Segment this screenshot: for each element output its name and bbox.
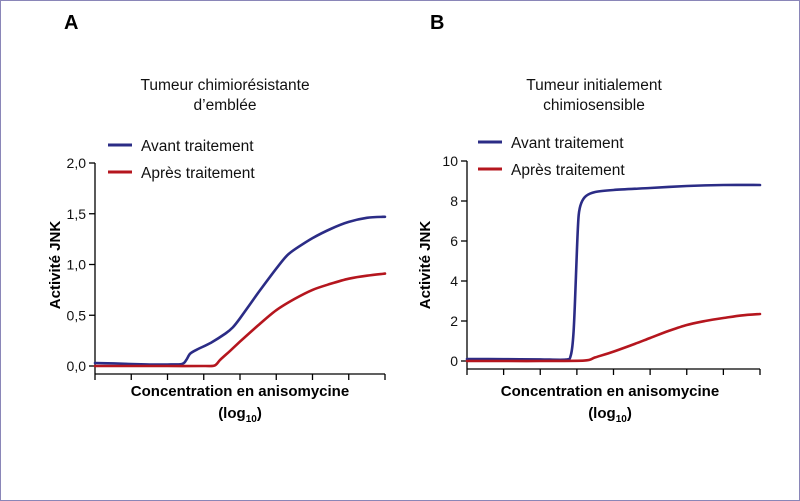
panel-b-y-tick-label: 6 <box>450 233 458 249</box>
panel-a-legend: Avant traitement Après traitement <box>108 138 255 182</box>
panel-b-title-line-2: chimiosensible <box>543 97 645 114</box>
panel-b-y-tick-label: 8 <box>450 193 458 209</box>
panel-letter-a: A <box>64 12 78 34</box>
panel-b-legend-label-apres: Après traitement <box>511 162 625 179</box>
panel-b-series-apres-line <box>465 312 762 363</box>
panel-a-y-tick-label: 0,0 <box>67 358 87 374</box>
panel-a-y-tick-label: 1,0 <box>67 257 87 273</box>
panel-b-y-tick-label: 4 <box>450 273 458 289</box>
panel-a-title-line-1: Tumeur chimiorésistante <box>140 77 309 94</box>
panel-a-y-axis-title: Activité JNK <box>47 221 64 310</box>
panel-a-x-axis-log: (log <box>218 405 246 422</box>
panel-a-y-tick-label: 1,5 <box>67 206 87 222</box>
panel-a-x-axis-title-line-1: Concentration en anisomycine <box>131 383 349 400</box>
panel-b-y-tick-label: 10 <box>442 153 458 169</box>
panel-a-legend-label-avant: Avant traitement <box>141 138 254 155</box>
panel-b-legend-label-avant: Avant traitement <box>511 135 624 152</box>
panel-b-x-axis-title-line-2: (log10) <box>588 405 632 425</box>
panel-b-x-axis-title-line-1: Concentration en anisomycine <box>501 383 719 400</box>
panel-a-title-line-2: d’emblée <box>194 97 257 114</box>
panel-a-y-tick-label: 2,0 <box>67 155 87 171</box>
panel-a-plot: 0,0 0,5 1,0 1,5 2,0 <box>67 155 387 380</box>
panel-b-series-avant-line <box>465 183 762 362</box>
panel-a-y-tick-label: 0,5 <box>67 307 87 323</box>
panel-b-y-tick-label: 2 <box>450 313 458 329</box>
panel-b-plot: 0 2 4 6 8 10 <box>442 153 762 375</box>
panel-a-legend-label-apres: Après traitement <box>141 165 255 182</box>
panel-b-legend: Avant traitement Après traitement <box>478 135 625 179</box>
panel-a-x-axis-title-line-2: (log10) <box>218 405 262 425</box>
panel-letter-b: B <box>430 12 444 34</box>
panel-a-series-apres-line <box>93 272 387 368</box>
panel-a-x-axis-close-paren: ) <box>257 405 262 422</box>
panel-a-x-axis-subscript: 10 <box>246 414 258 425</box>
panel-b-title-line-1: Tumeur initialement <box>526 77 662 94</box>
panel-b-x-axis-subscript: 10 <box>616 414 628 425</box>
panel-a-series-avant-line <box>93 215 387 366</box>
panel-b-x-axis-close-paren: ) <box>627 405 632 422</box>
panel-b-y-tick-label: 0 <box>450 353 458 369</box>
panel-b-y-axis-title: Activité JNK <box>417 221 434 310</box>
panel-b-x-axis-log: (log <box>588 405 616 422</box>
